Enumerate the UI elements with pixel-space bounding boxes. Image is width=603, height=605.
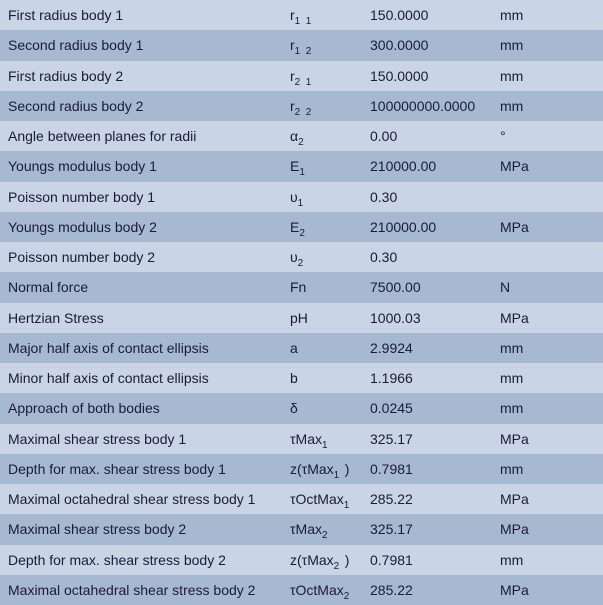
param-unit: mm <box>500 340 603 356</box>
param-value: 0.30 <box>370 249 500 265</box>
param-symbol: r1 1 <box>290 7 370 23</box>
param-value: 325.17 <box>370 431 500 447</box>
param-symbol: r2 2 <box>290 98 370 114</box>
param-label: Approach of both bodies <box>8 400 290 416</box>
param-symbol: z(τMax2 ) <box>290 552 370 568</box>
param-value: 150.0000 <box>370 68 500 84</box>
param-unit: N <box>500 279 603 295</box>
param-label: Second radius body 1 <box>8 37 290 53</box>
param-label: Depth for max. shear stress body 1 <box>8 461 290 477</box>
table-row: Maximal shear stress body 1τMax1325.17MP… <box>0 424 603 454</box>
param-symbol: τMax2 <box>290 521 370 537</box>
param-symbol: z(τMax1 ) <box>290 461 370 477</box>
param-value: 285.22 <box>370 491 500 507</box>
param-value: 100000000.0000 <box>370 98 500 114</box>
param-unit: mm <box>500 7 603 23</box>
param-unit: MPa <box>500 582 603 598</box>
param-label: Normal force <box>8 279 290 295</box>
param-symbol: α2 <box>290 128 370 144</box>
param-symbol: r2 1 <box>290 68 370 84</box>
param-label: Minor half axis of contact ellipsis <box>8 370 290 386</box>
param-unit: MPa <box>500 491 603 507</box>
param-value: 150.0000 <box>370 7 500 23</box>
param-symbol: r1 2 <box>290 37 370 53</box>
param-label: Maximal shear stress body 1 <box>8 431 290 447</box>
param-label: Poisson number body 1 <box>8 189 290 205</box>
table-row: Second radius body 1r1 2300.0000mm <box>0 30 603 60</box>
param-unit: mm <box>500 461 603 477</box>
param-value: 0.7981 <box>370 552 500 568</box>
param-value: 0.7981 <box>370 461 500 477</box>
table-row: Depth for max. shear stress body 2z(τMax… <box>0 545 603 575</box>
param-label: Second radius body 2 <box>8 98 290 114</box>
param-value: 1.1966 <box>370 370 500 386</box>
param-value: 300.0000 <box>370 37 500 53</box>
param-symbol: E2 <box>290 219 370 235</box>
param-label: Maximal octahedral shear stress body 2 <box>8 582 290 598</box>
parameters-table: First radius body 1r1 1150.0000mmSecond … <box>0 0 603 605</box>
table-row: Major half axis of contact ellipsisa2.99… <box>0 333 603 363</box>
param-unit: mm <box>500 98 603 114</box>
param-symbol: τMax1 <box>290 431 370 447</box>
param-symbol: Fn <box>290 279 370 295</box>
param-value: 210000.00 <box>370 158 500 174</box>
param-label: Youngs modulus body 1 <box>8 158 290 174</box>
param-value: 0.00 <box>370 128 500 144</box>
param-symbol: b <box>290 370 370 386</box>
param-unit: mm <box>500 400 603 416</box>
param-symbol: τOctMax2 <box>290 582 370 598</box>
param-value: 1000.03 <box>370 310 500 326</box>
param-symbol: δ <box>290 400 370 416</box>
param-value: 7500.00 <box>370 279 500 295</box>
table-row: Normal forceFn7500.00N <box>0 272 603 302</box>
param-symbol: τOctMax1 <box>290 491 370 507</box>
param-label: Depth for max. shear stress body 2 <box>8 552 290 568</box>
table-row: Maximal octahedral shear stress body 1τO… <box>0 484 603 514</box>
param-unit: mm <box>500 370 603 386</box>
param-unit: ° <box>500 128 603 144</box>
param-unit: mm <box>500 552 603 568</box>
param-unit: MPa <box>500 521 603 537</box>
param-symbol: pH <box>290 310 370 326</box>
table-row: Second radius body 2r2 2100000000.0000mm <box>0 91 603 121</box>
table-row: Angle between planes for radiiα20.00° <box>0 121 603 151</box>
param-label: Hertzian Stress <box>8 310 290 326</box>
table-row: Maximal octahedral shear stress body 2τO… <box>0 575 603 605</box>
param-value: 2.9924 <box>370 340 500 356</box>
table-row: Approach of both bodiesδ0.0245mm <box>0 393 603 423</box>
param-value: 210000.00 <box>370 219 500 235</box>
param-label: Major half axis of contact ellipsis <box>8 340 290 356</box>
table-row: Minor half axis of contact ellipsisb1.19… <box>0 363 603 393</box>
param-label: Angle between planes for radii <box>8 128 290 144</box>
table-row: Youngs modulus body 1E1210000.00MPa <box>0 151 603 181</box>
table-row: First radius body 2r2 1150.0000mm <box>0 61 603 91</box>
param-unit: MPa <box>500 158 603 174</box>
param-symbol: υ2 <box>290 249 370 265</box>
param-value: 285.22 <box>370 582 500 598</box>
param-label: First radius body 1 <box>8 7 290 23</box>
param-unit: mm <box>500 37 603 53</box>
param-value: 0.0245 <box>370 400 500 416</box>
param-unit: MPa <box>500 219 603 235</box>
param-symbol: E1 <box>290 158 370 174</box>
param-symbol: a <box>290 340 370 356</box>
table-row: First radius body 1r1 1150.0000mm <box>0 0 603 30</box>
param-unit: mm <box>500 68 603 84</box>
param-value: 0.30 <box>370 189 500 205</box>
table-row: Poisson number body 2υ20.30 <box>0 242 603 272</box>
param-label: Maximal octahedral shear stress body 1 <box>8 491 290 507</box>
table-row: Depth for max. shear stress body 1z(τMax… <box>0 454 603 484</box>
param-symbol: υ1 <box>290 189 370 205</box>
param-unit: MPa <box>500 310 603 326</box>
table-row: Youngs modulus body 2E2210000.00MPa <box>0 212 603 242</box>
param-value: 325.17 <box>370 521 500 537</box>
table-row: Maximal shear stress body 2τMax2325.17MP… <box>0 514 603 544</box>
param-unit: MPa <box>500 431 603 447</box>
table-row: Poisson number body 1υ10.30 <box>0 182 603 212</box>
table-row: Hertzian StresspH1000.03MPa <box>0 303 603 333</box>
param-label: First radius body 2 <box>8 68 290 84</box>
param-label: Maximal shear stress body 2 <box>8 521 290 537</box>
param-label: Youngs modulus body 2 <box>8 219 290 235</box>
param-label: Poisson number body 2 <box>8 249 290 265</box>
